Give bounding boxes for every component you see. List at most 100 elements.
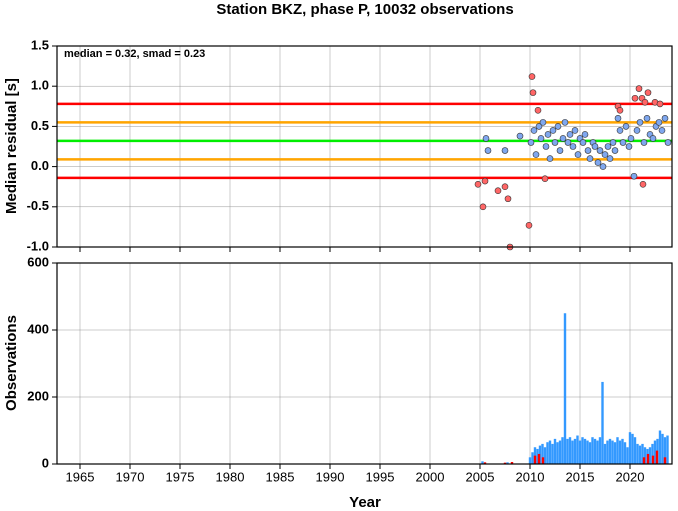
bar [571, 440, 574, 464]
data-point [591, 143, 599, 150]
bar [613, 442, 617, 464]
y-axis-label: Observations [3, 315, 20, 411]
bar [642, 457, 646, 464]
annotation: median = 0.32, smad = 0.23 [64, 48, 205, 60]
data-point [546, 155, 554, 162]
x-tick-label: 1980 [216, 469, 245, 484]
bar [551, 443, 554, 464]
data-point [554, 123, 562, 130]
bar [598, 437, 602, 464]
data-point [611, 147, 619, 154]
bar [623, 442, 627, 464]
bar [576, 435, 579, 464]
bar [593, 438, 597, 464]
bar [503, 462, 507, 464]
bar [621, 438, 624, 464]
data-point [616, 127, 624, 134]
bar [643, 447, 647, 464]
data-point [569, 143, 577, 150]
data-point [644, 89, 652, 96]
bar [581, 437, 584, 464]
y-tick-label: 400 [27, 321, 49, 336]
data-point [541, 175, 549, 182]
bar [628, 432, 632, 464]
data-point [599, 163, 607, 170]
x-tick-label: 2000 [416, 469, 445, 484]
data-point [525, 221, 533, 229]
bar [655, 450, 659, 464]
bar [626, 447, 629, 464]
bar [646, 453, 650, 464]
data-point [627, 135, 635, 142]
data-point [664, 139, 672, 146]
x-tick-label: 2005 [466, 469, 495, 484]
bar [548, 440, 552, 464]
data-point [643, 115, 651, 122]
data-point [474, 180, 482, 188]
data-point [574, 151, 582, 158]
bar [658, 430, 662, 464]
data-point [596, 147, 604, 154]
data-point [479, 203, 487, 211]
data-point [482, 135, 490, 142]
data-point [494, 187, 502, 195]
data-point [658, 127, 666, 134]
bar [483, 462, 487, 464]
data-point [516, 132, 524, 140]
bar [558, 440, 562, 464]
plot-marks [481, 313, 669, 464]
y-tick-label: 600 [27, 254, 49, 269]
bar [603, 443, 607, 464]
data-point [630, 172, 638, 180]
data-point [631, 94, 639, 102]
data-point [529, 89, 537, 96]
data-point [641, 98, 649, 106]
y-tick-label: -0.5 [27, 198, 49, 213]
x-axis-label: Year [349, 494, 381, 511]
bar [651, 443, 654, 464]
bar [541, 457, 545, 464]
bar [631, 433, 634, 464]
bar [546, 442, 549, 464]
data-point [564, 139, 572, 146]
bar [537, 453, 541, 464]
bar [591, 437, 594, 464]
chart-title: Station BKZ, phase P, 10032 observations [216, 1, 513, 18]
data-point [606, 155, 614, 162]
data-point [566, 131, 574, 138]
data-point [594, 159, 602, 166]
bar [566, 438, 569, 464]
x-tick-label: 1975 [166, 469, 195, 484]
data-point [639, 180, 647, 188]
bar [586, 440, 589, 464]
plot-frame [56, 45, 673, 248]
data-point [528, 73, 536, 80]
data-point [539, 119, 547, 126]
bar [583, 438, 587, 464]
bar [663, 457, 667, 464]
x-tick-label: 2010 [516, 469, 545, 484]
data-point [661, 115, 669, 122]
data-point [640, 139, 648, 146]
bar [608, 438, 612, 464]
data-point [619, 139, 627, 146]
data-point [586, 155, 594, 162]
bar [541, 443, 544, 464]
data-point [584, 147, 592, 154]
data-point [656, 100, 664, 108]
bar [553, 438, 557, 464]
bar [481, 461, 484, 464]
data-point [532, 151, 540, 158]
bar [533, 455, 537, 464]
data-point [655, 119, 663, 126]
data-point [614, 115, 622, 122]
data-point [625, 143, 633, 150]
data-point [551, 139, 559, 146]
bar [561, 437, 564, 464]
x-tick-label: 1970 [116, 469, 145, 484]
y-tick-label: 1.0 [31, 78, 49, 93]
bar [611, 440, 614, 464]
data-point [571, 127, 579, 134]
data-point [604, 143, 612, 150]
